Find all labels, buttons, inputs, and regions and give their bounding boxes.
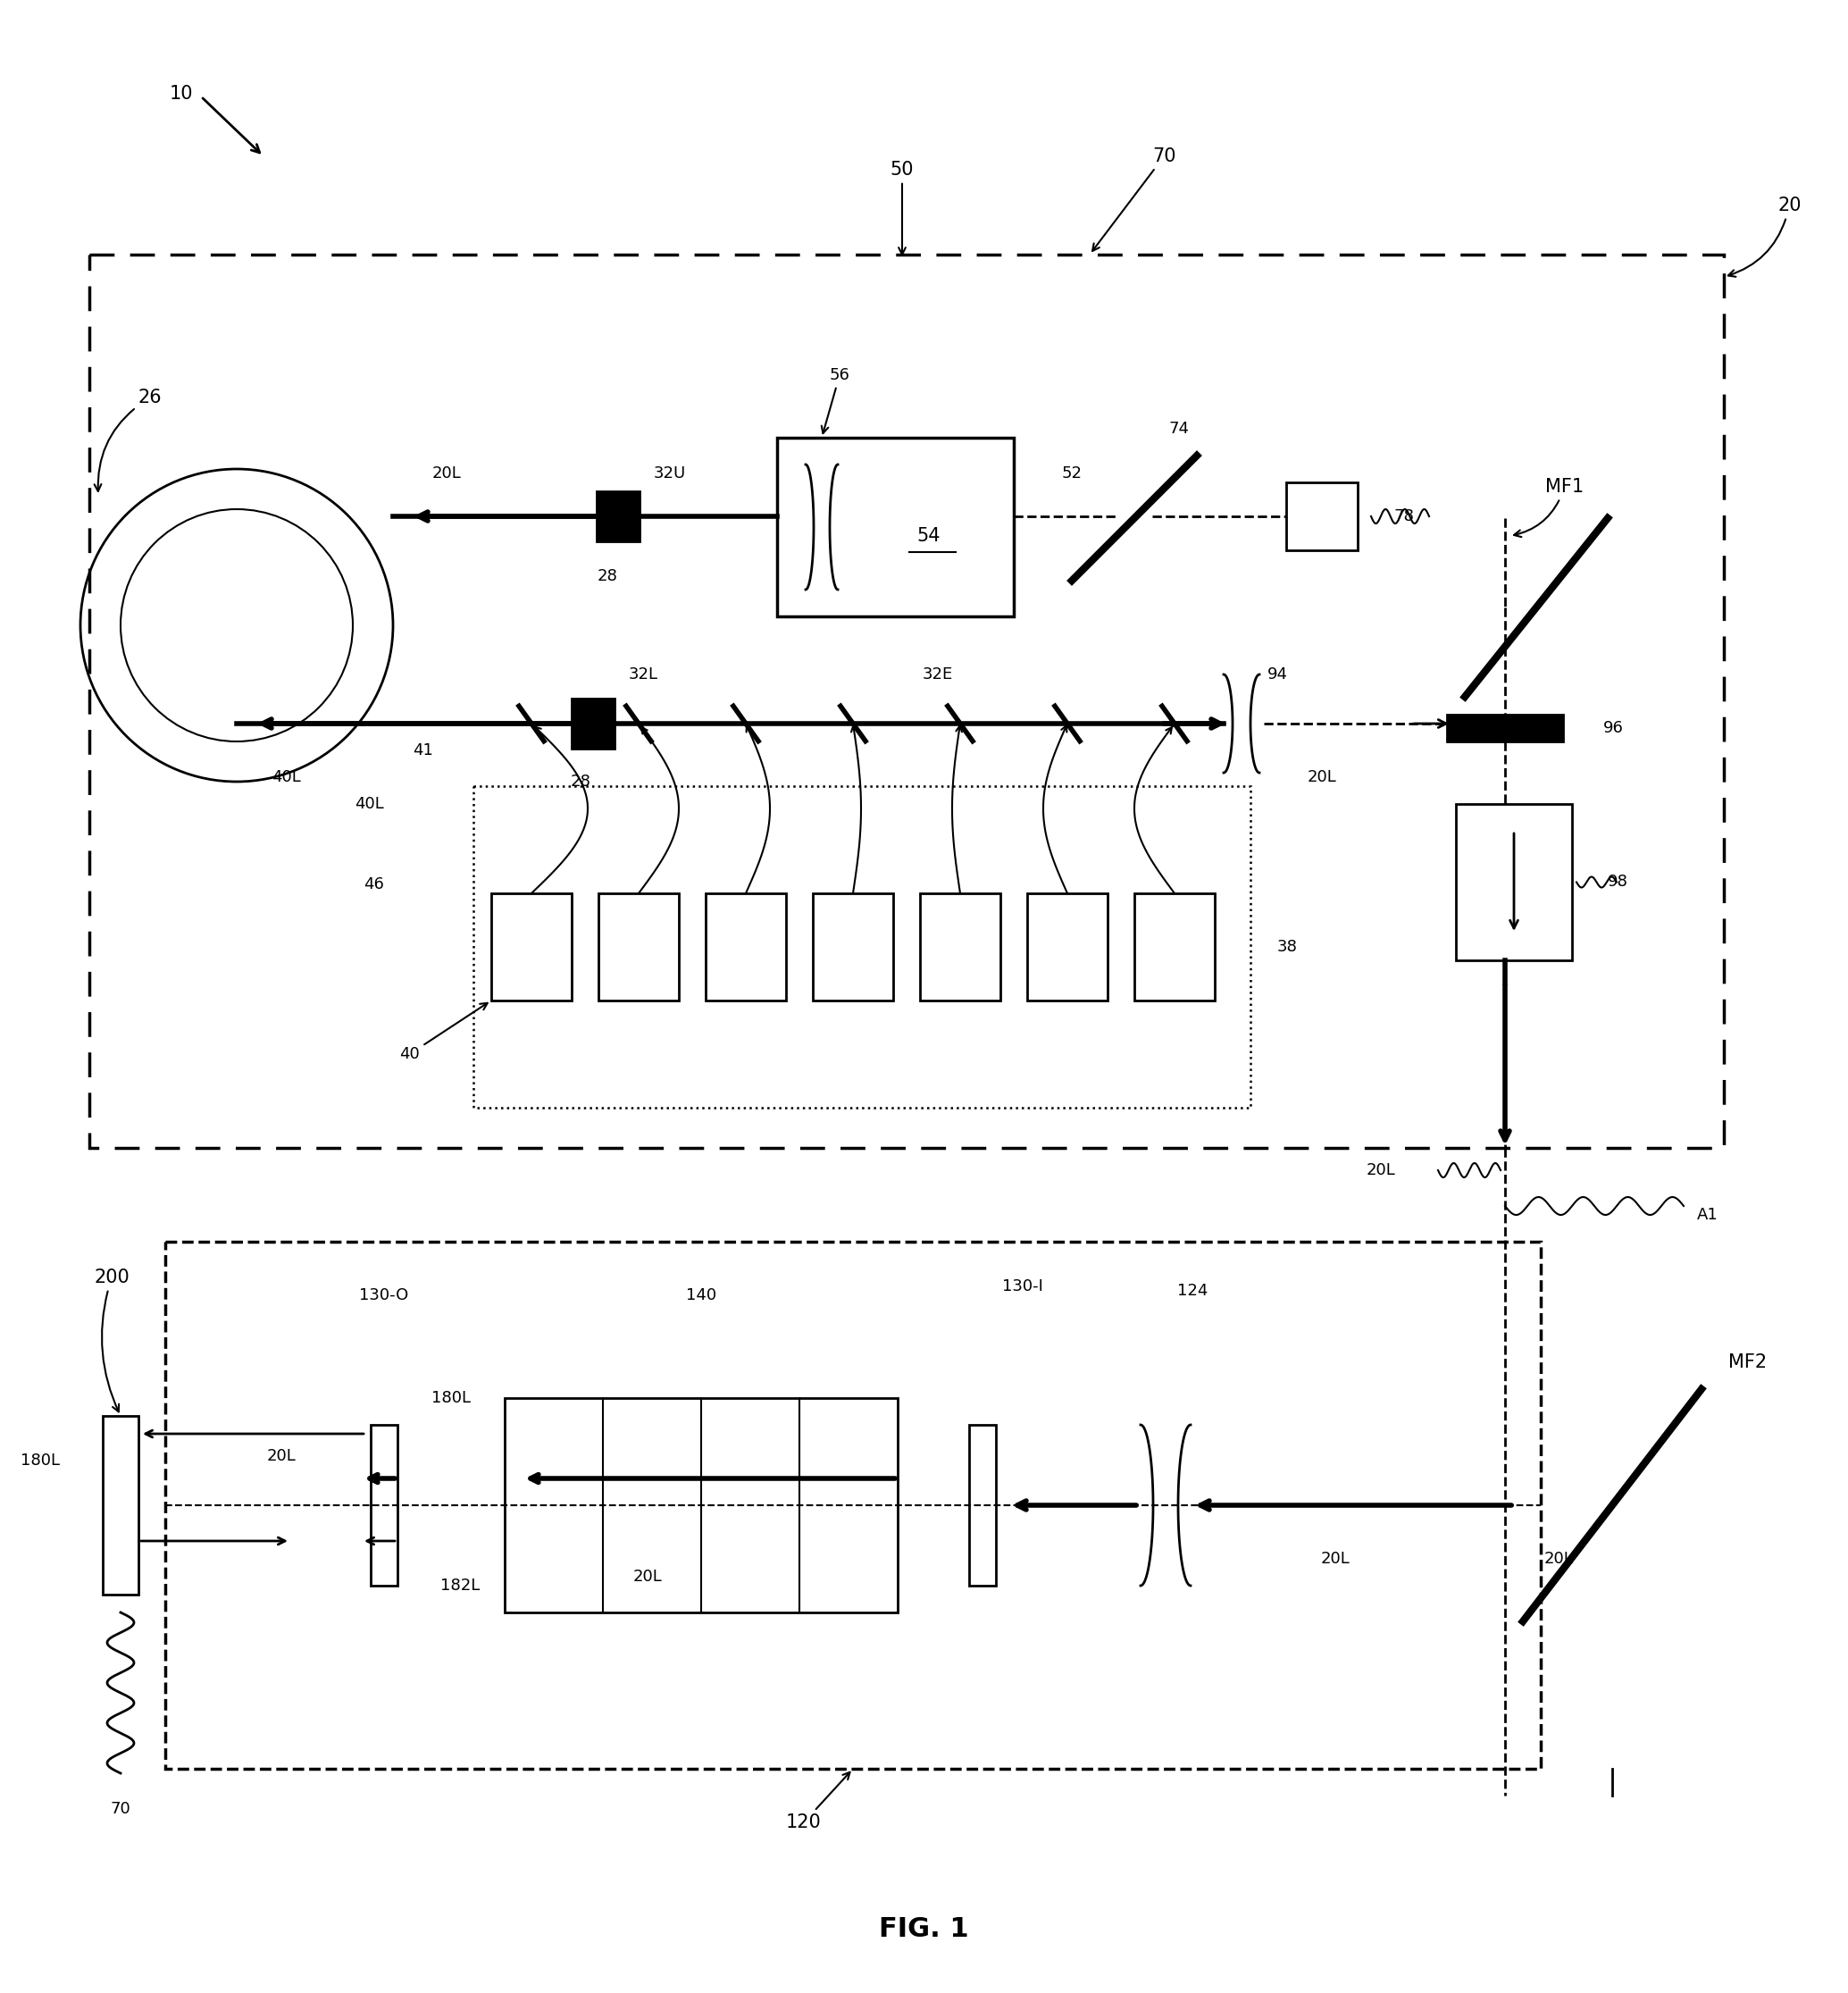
Text: 98: 98: [1608, 875, 1628, 891]
Text: FIG. 1: FIG. 1: [880, 1917, 968, 1943]
Text: 40: 40: [399, 1002, 488, 1062]
Text: 26: 26: [94, 389, 163, 490]
Text: 32L: 32L: [628, 666, 658, 682]
Text: 41: 41: [412, 741, 432, 759]
Bar: [492, 893, 571, 1000]
Bar: [813, 893, 893, 1000]
Text: 20: 20: [1728, 197, 1802, 277]
Text: 50: 50: [891, 161, 915, 255]
Bar: [776, 438, 1015, 616]
Bar: [1456, 803, 1573, 961]
Text: MF2: MF2: [1728, 1353, 1767, 1371]
Text: MF1: MF1: [1514, 478, 1584, 536]
Text: 130-I: 130-I: [1002, 1278, 1042, 1293]
Text: 94: 94: [1268, 666, 1288, 682]
Text: 28: 28: [571, 773, 591, 789]
Text: 10: 10: [170, 86, 194, 104]
Text: 120: 120: [785, 1772, 850, 1832]
Text: 20L: 20L: [1307, 769, 1336, 785]
Text: 74: 74: [1168, 421, 1190, 436]
Text: 38: 38: [1277, 939, 1297, 955]
Bar: [473, 785, 1251, 1108]
Bar: [371, 1425, 397, 1586]
Text: 52: 52: [1061, 466, 1083, 482]
Bar: [505, 1397, 898, 1612]
Bar: [920, 893, 1000, 1000]
Bar: [1286, 482, 1358, 550]
Text: 40L: 40L: [355, 795, 384, 811]
Bar: [1447, 715, 1563, 741]
Text: 140: 140: [686, 1287, 717, 1303]
Text: 200: 200: [94, 1268, 129, 1411]
Text: 20L: 20L: [632, 1568, 662, 1584]
Bar: [1027, 893, 1107, 1000]
Text: 54: 54: [917, 526, 941, 544]
Text: 182L: 182L: [440, 1578, 480, 1594]
Text: 56: 56: [822, 367, 850, 432]
Text: 96: 96: [1604, 719, 1624, 735]
Text: 78: 78: [1393, 508, 1414, 524]
Text: 20L: 20L: [432, 466, 462, 482]
Text: 70: 70: [1092, 147, 1175, 251]
Text: 20L: 20L: [1321, 1551, 1349, 1566]
Text: A1: A1: [1696, 1208, 1719, 1224]
Bar: [164, 1242, 1541, 1768]
Bar: [968, 1425, 996, 1586]
Text: 124: 124: [1177, 1283, 1209, 1299]
Bar: [1135, 893, 1214, 1000]
Bar: [571, 700, 615, 749]
Text: 32E: 32E: [922, 666, 954, 682]
Bar: [706, 893, 785, 1000]
Text: 130-O: 130-O: [359, 1287, 408, 1303]
Text: 180L: 180L: [431, 1389, 471, 1407]
Bar: [597, 492, 639, 542]
Text: 20L: 20L: [1366, 1162, 1395, 1178]
Text: 70: 70: [111, 1802, 131, 1818]
Text: 180L: 180L: [20, 1453, 59, 1469]
Bar: [103, 1415, 139, 1594]
Text: 20L: 20L: [1543, 1551, 1573, 1566]
Bar: [89, 255, 1724, 1148]
Text: 28: 28: [597, 568, 617, 584]
Text: 32U: 32U: [654, 466, 686, 482]
Text: 40L: 40L: [272, 769, 301, 785]
Bar: [599, 893, 678, 1000]
Text: 20L: 20L: [266, 1449, 296, 1465]
Text: 46: 46: [364, 877, 384, 893]
